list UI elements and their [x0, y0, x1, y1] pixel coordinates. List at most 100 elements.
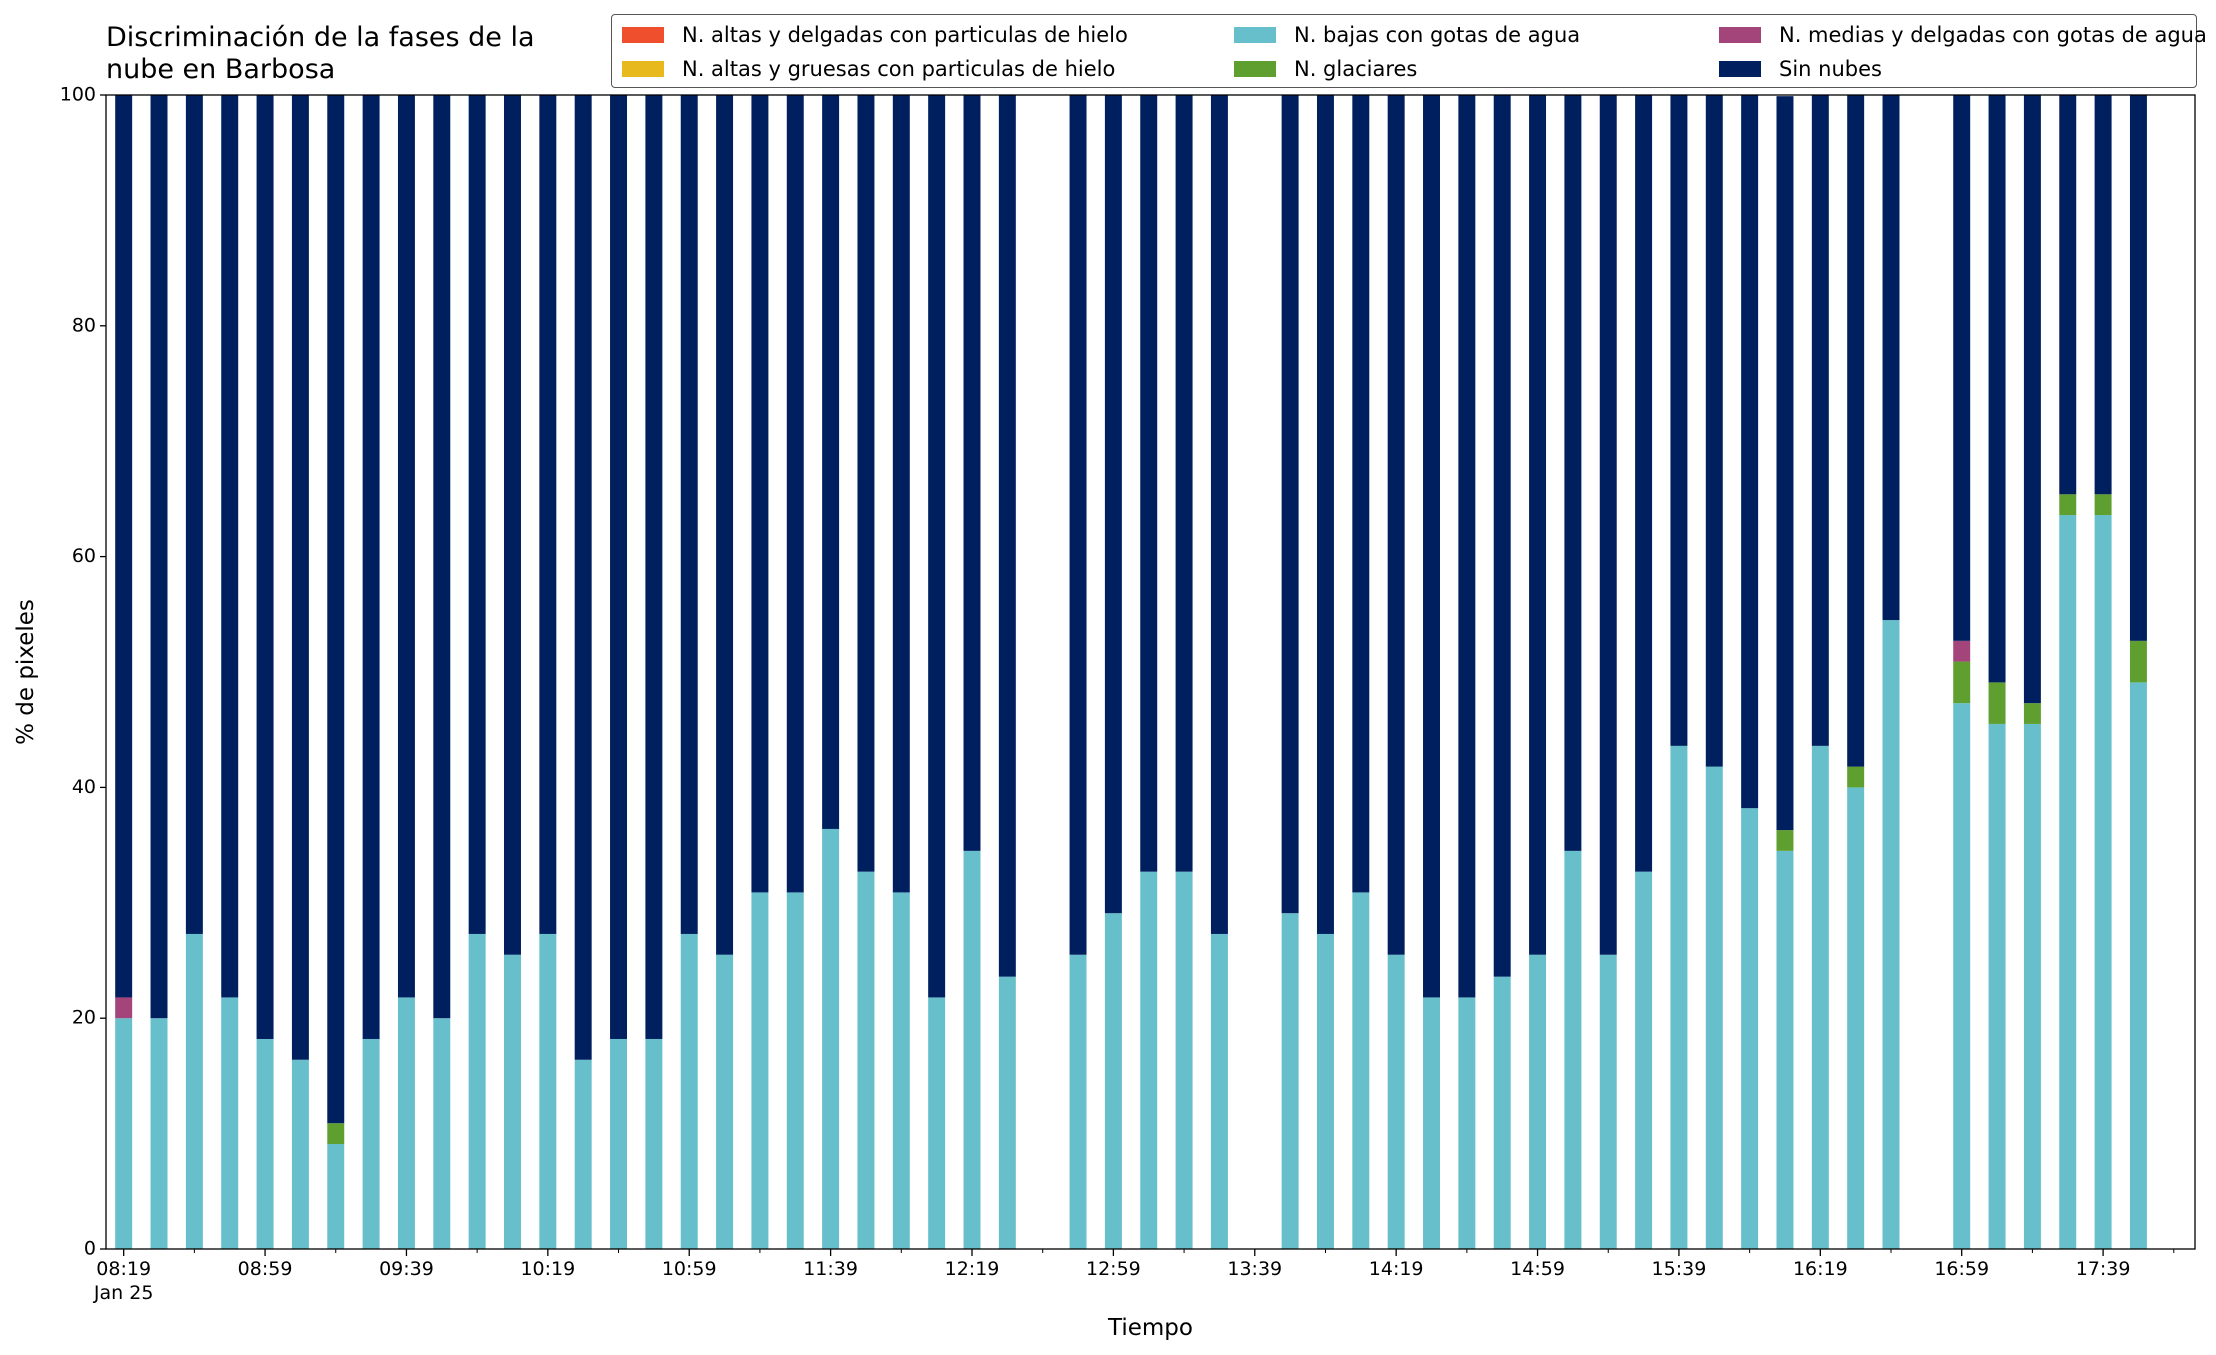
- x-date-label: Jan 25: [93, 1282, 154, 1304]
- bar-segment: [2129, 682, 2147, 1249]
- bar-segment: [2023, 95, 2041, 704]
- bar-segment: [1423, 95, 1440, 998]
- x-tick-label: 10:19: [520, 1258, 575, 1280]
- bar-segment: [1564, 850, 1582, 1249]
- y-tick-label: 80: [72, 314, 96, 336]
- bar-segment: [433, 95, 451, 1019]
- bar-segment: [1776, 96, 1794, 831]
- bar-segment: [539, 95, 557, 934]
- legend: N. altas y delgadas con particulas de hi…: [611, 14, 2207, 88]
- bar-segment: [610, 95, 628, 1039]
- bar-segment: [1458, 997, 1476, 1249]
- bar-segment: [1635, 871, 1653, 1249]
- bar-segment: [1210, 933, 1228, 1249]
- bar-segment: [2129, 95, 2147, 641]
- x-tick-label: 16:59: [1934, 1258, 1989, 1280]
- bar-segment: [2094, 515, 2112, 1249]
- bar-segment: [1140, 95, 1158, 872]
- bar-segment: [1104, 95, 1122, 914]
- bar-segment: [115, 997, 133, 1019]
- legend-swatch: [1719, 27, 1761, 43]
- bar-segment: [1316, 933, 1334, 1249]
- bar-segment: [1811, 745, 1829, 1249]
- bar-segment: [1140, 871, 1158, 1249]
- legend-swatch: [1719, 61, 1761, 77]
- bar-segment: [892, 95, 910, 893]
- y-tick-label: 60: [72, 545, 96, 567]
- bar-segment: [256, 1038, 274, 1249]
- bar-segment: [1529, 954, 1547, 1249]
- bar-segment: [822, 828, 840, 1249]
- bar-segment: [963, 95, 981, 851]
- bar-segment: [1953, 95, 1971, 641]
- bar-segment: [1281, 913, 1299, 1249]
- bar-segment: [1069, 954, 1087, 1249]
- bar-segment: [892, 892, 910, 1249]
- bar-segment: [221, 95, 239, 998]
- bar-segment: [468, 95, 486, 934]
- bar-segment: [1670, 95, 1688, 746]
- bar-segment: [397, 95, 415, 998]
- bar-segment: [645, 1038, 663, 1249]
- bar-segment: [539, 933, 557, 1249]
- x-tick-label: 12:19: [945, 1258, 1000, 1280]
- bar-segment: [1953, 640, 1971, 662]
- legend-label: N. altas y gruesas con particulas de hie…: [682, 57, 1116, 81]
- bar-segment: [1741, 808, 1759, 1249]
- bar-segment: [1352, 892, 1370, 1249]
- bar-segment: [1882, 95, 1900, 621]
- bar-segment: [1988, 723, 2006, 1249]
- bar-segment: [327, 1123, 345, 1144]
- bar-segment: [680, 933, 698, 1249]
- legend-label: N. glaciares: [1294, 57, 1418, 81]
- x-tick-label: 08:19: [96, 1258, 151, 1280]
- bar-segment: [327, 1143, 345, 1249]
- bar-segment: [1847, 787, 1865, 1249]
- bar-segment: [1387, 95, 1405, 955]
- legend-item: N. glaciares: [1234, 52, 1719, 86]
- bar-segment: [1529, 95, 1547, 955]
- bar-segment: [1104, 913, 1122, 1249]
- bar-segment: [751, 95, 769, 893]
- bar-segment: [2023, 723, 2041, 1249]
- x-tick-label: 08:59: [238, 1258, 293, 1280]
- bar-segment: [574, 1059, 592, 1249]
- legend-item: N. bajas con gotas de agua: [1234, 18, 1719, 52]
- legend-swatch: [1234, 27, 1276, 43]
- legend-item: N. altas y gruesas con particulas de hie…: [622, 52, 1234, 86]
- bar-segment: [1776, 850, 1794, 1249]
- bar-segment: [185, 933, 203, 1249]
- bar-segment: [857, 95, 875, 872]
- bar-segment: [1705, 95, 1723, 767]
- bar-segment: [610, 1038, 628, 1249]
- legend-label: N. medias y delgadas con gotas de agua: [1779, 23, 2207, 47]
- bar-segment: [221, 997, 239, 1249]
- bar-segment: [1210, 95, 1228, 934]
- legend-swatch: [622, 27, 664, 43]
- x-tick-label: 14:19: [1369, 1258, 1424, 1280]
- bar-segment: [928, 997, 946, 1249]
- legend-item: N. medias y delgadas con gotas de agua: [1719, 18, 2207, 52]
- bar-segment: [362, 1038, 380, 1249]
- bar-segment: [1387, 954, 1405, 1249]
- y-tick-label: 20: [72, 1007, 96, 1029]
- bar-segment: [2059, 515, 2077, 1249]
- bar-segment: [1776, 830, 1794, 851]
- bar-segment: [1635, 95, 1653, 872]
- bar-segment: [1988, 682, 2006, 724]
- bar-segment: [751, 892, 769, 1249]
- bar-segment: [1599, 954, 1617, 1249]
- bar-segment: [1564, 95, 1582, 851]
- bar-segment: [1670, 745, 1688, 1249]
- bar-segment: [2094, 95, 2112, 495]
- bar-segment: [928, 95, 946, 998]
- y-tick-label: 0: [84, 1238, 96, 1260]
- bar-segment: [291, 95, 309, 1060]
- bar-segment: [2129, 640, 2147, 683]
- bar-segment: [1352, 95, 1370, 893]
- bar-segment: [716, 954, 734, 1249]
- x-tick-label: 14:59: [1510, 1258, 1565, 1280]
- bar-segment: [786, 95, 804, 893]
- bar-segment: [115, 1018, 133, 1249]
- bar-segment: [1705, 766, 1723, 1249]
